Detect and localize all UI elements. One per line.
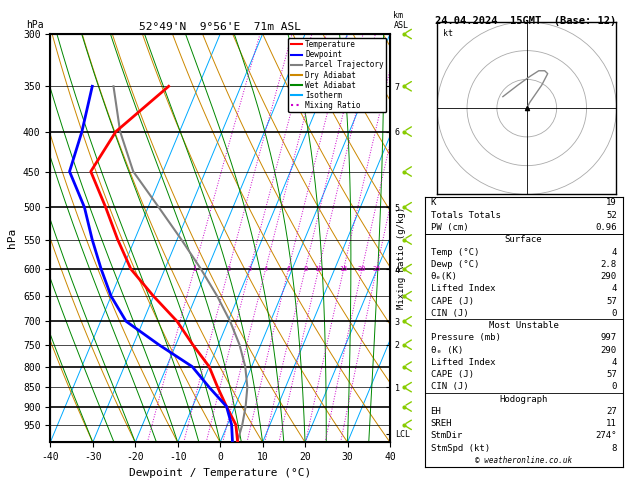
Text: SREH: SREH: [430, 419, 452, 428]
Text: 4: 4: [264, 266, 268, 272]
Text: 57: 57: [606, 370, 617, 379]
Text: Most Unstable: Most Unstable: [489, 321, 559, 330]
Text: 8: 8: [303, 266, 308, 272]
Text: 10: 10: [314, 266, 323, 272]
Text: Lifted Index: Lifted Index: [430, 358, 495, 367]
Text: StmSpd (kt): StmSpd (kt): [430, 444, 489, 452]
Text: 15: 15: [340, 266, 348, 272]
Text: 0: 0: [611, 382, 617, 391]
Text: 290: 290: [601, 272, 617, 281]
Text: 19: 19: [606, 198, 617, 208]
Text: θₑ(K): θₑ(K): [430, 272, 457, 281]
Text: Hodograph: Hodograph: [499, 395, 548, 404]
Text: 0: 0: [611, 309, 617, 318]
Text: CIN (J): CIN (J): [430, 382, 468, 391]
Text: 8: 8: [611, 444, 617, 452]
Legend: Temperature, Dewpoint, Parcel Trajectory, Dry Adiabat, Wet Adiabat, Isotherm, Mi: Temperature, Dewpoint, Parcel Trajectory…: [289, 38, 386, 112]
Text: 11: 11: [606, 419, 617, 428]
Text: kt: kt: [443, 29, 453, 38]
Text: 3: 3: [248, 266, 252, 272]
Text: 274°: 274°: [595, 432, 617, 440]
Text: 1: 1: [192, 266, 196, 272]
Text: 6: 6: [286, 266, 291, 272]
Text: PW (cm): PW (cm): [430, 223, 468, 232]
Text: 24.04.2024  15GMT  (Base: 12): 24.04.2024 15GMT (Base: 12): [435, 16, 616, 26]
Title: 52°49'N  9°56'E  71m ASL: 52°49'N 9°56'E 71m ASL: [139, 22, 301, 32]
Text: Mixing Ratio (g/kg): Mixing Ratio (g/kg): [397, 207, 406, 309]
Text: Temp (°C): Temp (°C): [430, 247, 479, 257]
Text: 57: 57: [606, 296, 617, 306]
Text: 997: 997: [601, 333, 617, 342]
Text: CAPE (J): CAPE (J): [430, 370, 474, 379]
Text: CIN (J): CIN (J): [430, 309, 468, 318]
Text: 4: 4: [611, 284, 617, 293]
Text: 27: 27: [606, 407, 617, 416]
Text: 20: 20: [358, 266, 366, 272]
Text: Pressure (mb): Pressure (mb): [430, 333, 501, 342]
Text: Dewp (°C): Dewp (°C): [430, 260, 479, 269]
Text: Totals Totals: Totals Totals: [430, 211, 501, 220]
Text: 290: 290: [601, 346, 617, 355]
Text: Surface: Surface: [505, 235, 542, 244]
Text: Lifted Index: Lifted Index: [430, 284, 495, 293]
Text: hPa: hPa: [26, 20, 44, 30]
Text: K: K: [430, 198, 436, 208]
Text: StmDir: StmDir: [430, 432, 463, 440]
Text: 52: 52: [606, 211, 617, 220]
Text: 4: 4: [611, 358, 617, 367]
Text: km
ASL: km ASL: [393, 11, 408, 30]
Text: 2: 2: [226, 266, 231, 272]
X-axis label: Dewpoint / Temperature (°C): Dewpoint / Temperature (°C): [129, 468, 311, 478]
Text: 25: 25: [372, 266, 381, 272]
Text: 0.96: 0.96: [595, 223, 617, 232]
Text: CAPE (J): CAPE (J): [430, 296, 474, 306]
Text: θₑ (K): θₑ (K): [430, 346, 463, 355]
Text: 4: 4: [611, 247, 617, 257]
Text: © weatheronline.co.uk: © weatheronline.co.uk: [475, 456, 572, 465]
Text: 2.8: 2.8: [601, 260, 617, 269]
Text: EH: EH: [430, 407, 442, 416]
Y-axis label: hPa: hPa: [8, 228, 18, 248]
